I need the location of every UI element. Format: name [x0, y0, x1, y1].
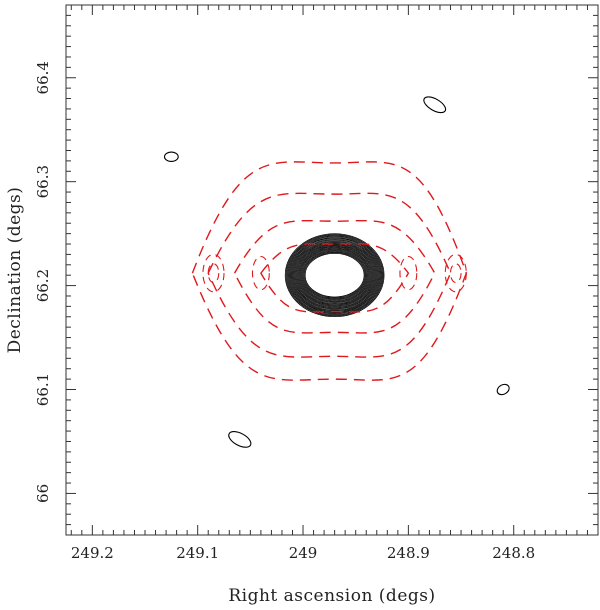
solid-contour-ring — [285, 234, 384, 317]
solid-contour — [163, 151, 179, 162]
solid-contour — [423, 96, 447, 114]
solid-contour-ring — [302, 251, 367, 300]
dashed-contour — [251, 255, 270, 291]
y-tick-labels: 66 66.1 66.2 66.3 66.4 — [34, 61, 52, 503]
solid-contour-ring — [297, 245, 373, 305]
solid-contour-ring — [287, 236, 382, 315]
dashed-contour — [207, 192, 452, 358]
solid-contour-ring — [303, 252, 366, 299]
y-tick-label: 66.3 — [34, 165, 52, 198]
dashed-contour — [202, 253, 225, 293]
dashed-contour — [260, 243, 410, 313]
dashed-contour — [399, 255, 418, 291]
x-tick-label: 248.9 — [387, 544, 430, 562]
solid-contour-ring — [286, 235, 383, 316]
axis-ticks — [66, 4, 599, 536]
solid-contour-ring — [298, 246, 372, 304]
contour-lines — [163, 96, 510, 448]
solid-contour-ring — [304, 252, 365, 298]
solid-contour-ring — [296, 244, 374, 306]
solid-contour-ring — [299, 247, 371, 304]
solid-contour-ring — [295, 243, 375, 307]
solid-contour-ring — [293, 241, 376, 309]
solid-contour-ring — [288, 237, 381, 314]
x-tick-label: 248.8 — [492, 544, 535, 562]
dashed-contour — [233, 219, 436, 334]
y-tick-label: 66 — [34, 484, 52, 503]
plot-frame — [65, 4, 599, 536]
solid-contour-ring — [299, 248, 370, 303]
y-tick-label: 66.4 — [34, 61, 52, 94]
dashed-contour — [207, 263, 220, 284]
x-tick-label: 249 — [289, 544, 318, 562]
dashed-contour — [191, 161, 468, 381]
x-tick-label: 249.2 — [71, 544, 114, 562]
solid-contour-ring — [294, 242, 375, 308]
x-tick-labels: 249.2 249.1 249 248.9 248.8 — [71, 544, 535, 562]
y-tick-label: 66.2 — [34, 269, 52, 302]
solid-contour — [496, 383, 510, 396]
x-tick-label: 249.1 — [176, 544, 219, 562]
x-axis-label: Right ascension (degs) — [228, 586, 435, 606]
solid-contour-ring — [292, 240, 377, 310]
solid-contour — [228, 431, 252, 448]
solid-contour-ring — [284, 233, 385, 318]
dashed-contour — [444, 253, 467, 293]
y-tick-label: 66.1 — [34, 373, 52, 406]
solid-contour-ring — [291, 239, 378, 311]
solid-contour-ring — [300, 249, 369, 302]
y-axis-label: Declination (degs) — [5, 187, 25, 354]
dashed-contour — [449, 263, 462, 284]
solid-contour-ring — [301, 250, 368, 301]
